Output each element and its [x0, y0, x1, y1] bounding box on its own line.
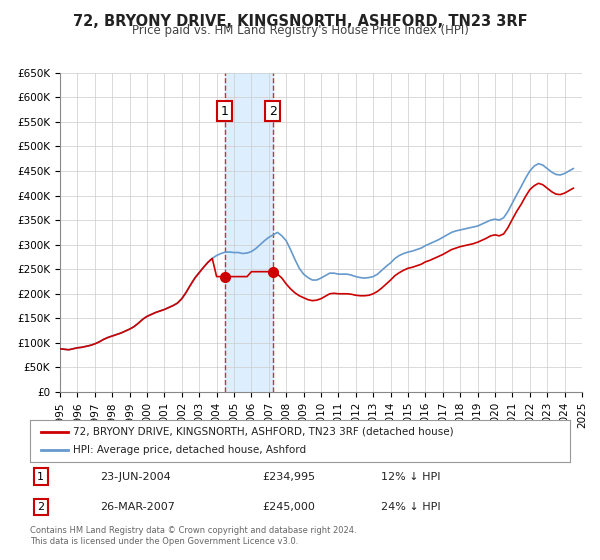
Text: £234,995: £234,995 [262, 472, 316, 482]
Text: 72, BRYONY DRIVE, KINGSNORTH, ASHFORD, TN23 3RF (detached house): 72, BRYONY DRIVE, KINGSNORTH, ASHFORD, T… [73, 427, 454, 437]
Text: 26-MAR-2007: 26-MAR-2007 [100, 502, 175, 512]
Text: HPI: Average price, detached house, Ashford: HPI: Average price, detached house, Ashf… [73, 445, 307, 455]
Text: 1: 1 [221, 105, 229, 118]
Text: £245,000: £245,000 [262, 502, 315, 512]
Text: 24% ↓ HPI: 24% ↓ HPI [381, 502, 440, 512]
Text: 23-JUN-2004: 23-JUN-2004 [100, 472, 171, 482]
Bar [225, 73, 273, 392]
Text: 12% ↓ HPI: 12% ↓ HPI [381, 472, 440, 482]
Text: Contains HM Land Registry data © Crown copyright and database right 2024.
This d: Contains HM Land Registry data © Crown c… [30, 526, 356, 546]
Text: Price paid vs. HM Land Registry's House Price Index (HPI): Price paid vs. HM Land Registry's House … [131, 24, 469, 37]
Text: 2: 2 [37, 502, 44, 512]
Text: 2: 2 [269, 105, 277, 118]
Text: 72, BRYONY DRIVE, KINGSNORTH, ASHFORD, TN23 3RF: 72, BRYONY DRIVE, KINGSNORTH, ASHFORD, T… [73, 14, 527, 29]
Text: 1: 1 [37, 472, 44, 482]
